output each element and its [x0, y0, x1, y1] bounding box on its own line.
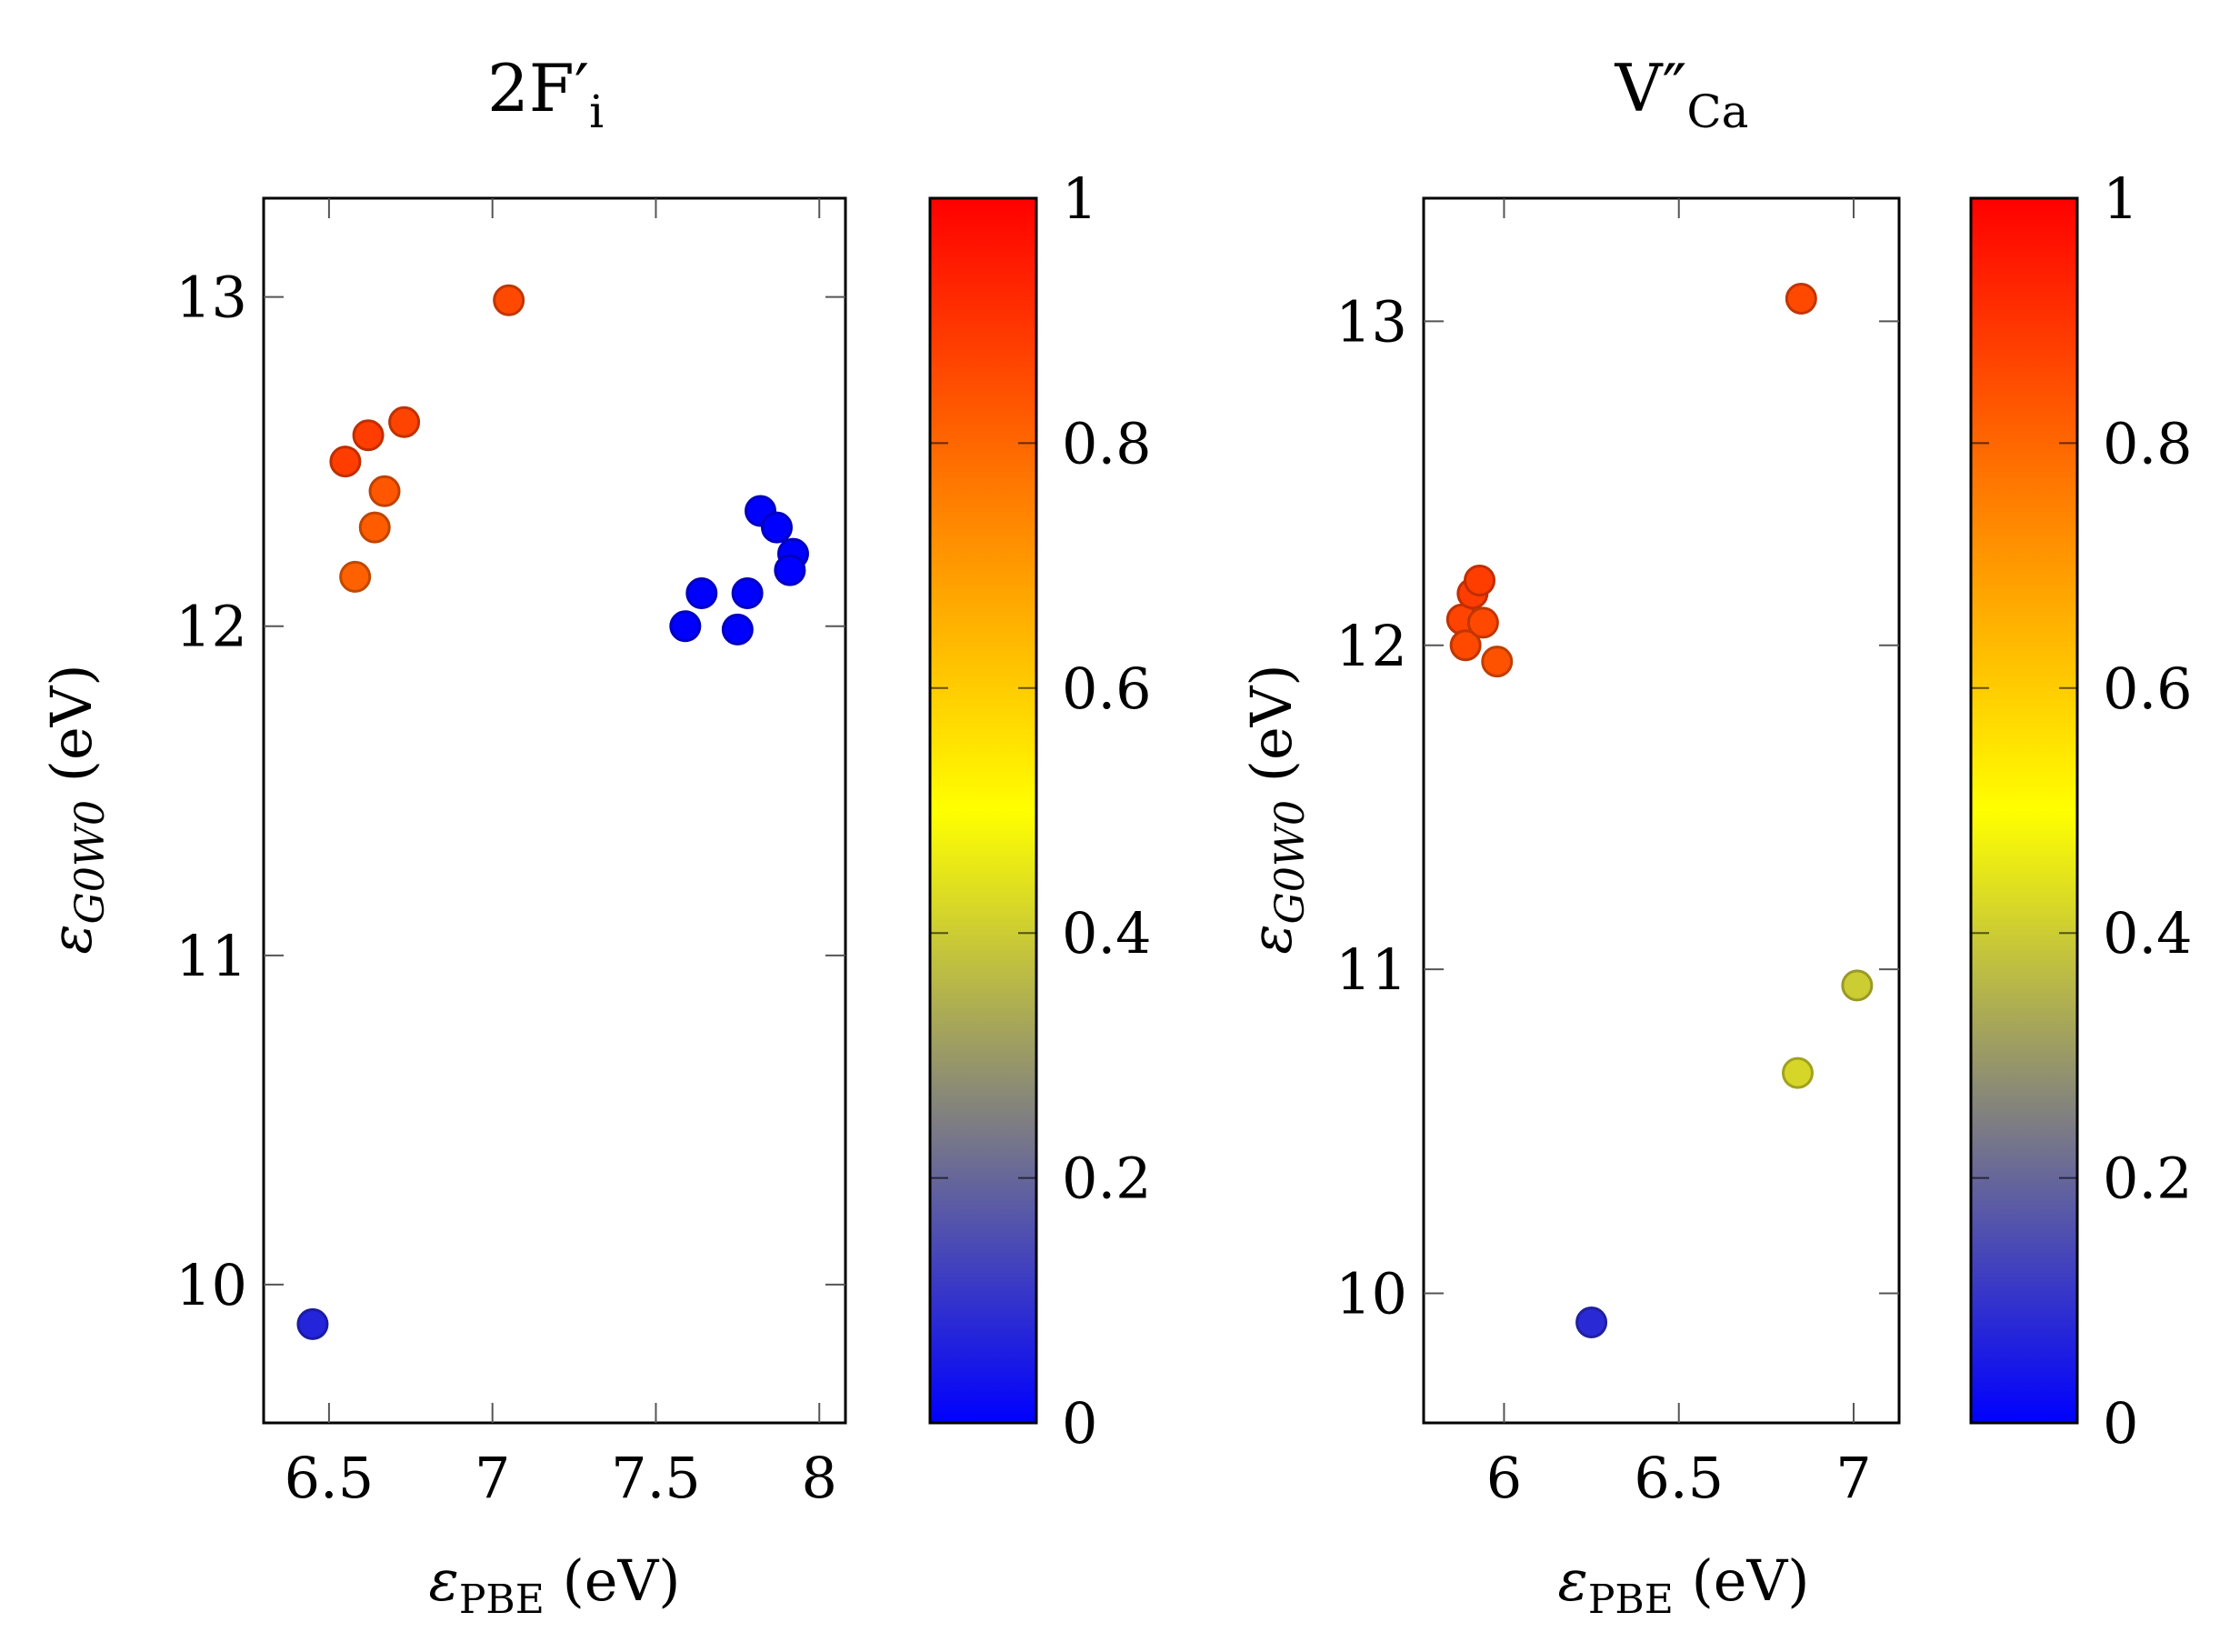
points-2 — [1445, 282, 1874, 1339]
y-tick-label: 12 — [175, 594, 247, 660]
y-tick-label: 11 — [1335, 936, 1407, 1003]
x-tick-label: 6.5 — [285, 1445, 375, 1511]
data-point — [685, 577, 718, 610]
data-point — [1449, 629, 1482, 662]
colorbar-ticks-1: 0 0.2 0.4 0.6 0.8 1 — [930, 165, 1152, 1457]
data-point — [774, 554, 806, 586]
data-point — [352, 419, 385, 452]
colorbar-tick-label: 0.6 — [1062, 656, 1152, 722]
plot-area-1: 6.5 7 7.5 8 10 11 12 13 — [175, 196, 847, 1511]
colorbar-1: 0 0.2 0.4 0.6 0.8 1 — [928, 165, 1152, 1457]
points-1 — [296, 284, 809, 1340]
plot-area-2: 6 6.5 7 10 11 12 13 — [1335, 196, 1901, 1511]
data-point — [329, 446, 362, 478]
colorbar-gradient-1 — [928, 196, 1038, 1425]
colorbar-gradient-2 — [1969, 196, 2079, 1425]
colorbar-tick-label: 0 — [2103, 1390, 2138, 1457]
y-tick-label: 12 — [1335, 613, 1407, 679]
colorbar-tick-label: 0.4 — [2103, 900, 2193, 966]
data-point — [1785, 282, 1817, 315]
plot-frame-1 — [262, 196, 847, 1425]
data-point — [388, 405, 421, 438]
data-point — [1841, 969, 1874, 1002]
x-tick-label: 7.5 — [611, 1445, 701, 1511]
ticks-1: 6.5 7 7.5 8 10 11 12 13 — [175, 198, 845, 1511]
plot-frame-2 — [1422, 196, 1901, 1425]
data-point — [731, 577, 764, 610]
data-point — [1481, 646, 1514, 678]
data-point — [669, 610, 702, 643]
data-point — [358, 511, 391, 544]
ticks-2: 6 6.5 7 10 11 12 13 — [1335, 198, 1899, 1511]
y-tick-label: 13 — [175, 265, 247, 331]
data-point — [1575, 1307, 1608, 1339]
x-tick-label: 7 — [1835, 1445, 1871, 1511]
data-point — [493, 284, 525, 316]
colorbar-ticks-2: 0 0.2 0.4 0.6 0.8 1 — [1971, 165, 2193, 1457]
x-tick-label: 8 — [802, 1445, 837, 1511]
colorbar-2: 0 0.2 0.4 0.6 0.8 1 — [1969, 165, 2193, 1457]
colorbar-tick-label: 0.8 — [2103, 410, 2193, 476]
y-tick-label: 11 — [175, 923, 247, 989]
data-point — [1464, 564, 1496, 596]
data-point — [1466, 606, 1499, 639]
x-tick-label: 6.5 — [1634, 1445, 1724, 1511]
x-axis-label-1: εPBE (eV) — [429, 1547, 681, 1623]
chart-title-1: 2F′i — [487, 50, 604, 138]
x-axis-label-2: εPBE (eV) — [1558, 1547, 1810, 1623]
colorbar-tick-label: 1 — [1062, 165, 1097, 232]
colorbar-tick-label: 1 — [2103, 165, 2138, 232]
colorbar-tick-label: 0.2 — [1062, 1146, 1152, 1212]
data-point — [339, 560, 372, 593]
data-point — [1781, 1056, 1814, 1089]
y-axis-label-2: εG0W0 (eV) — [1238, 664, 1314, 954]
chart-title-2: V″Ca — [1615, 50, 1749, 138]
y-tick-label: 10 — [175, 1252, 247, 1318]
data-point — [760, 511, 793, 544]
x-tick-label: 7 — [475, 1445, 510, 1511]
x-tick-label: 6 — [1486, 1445, 1522, 1511]
colorbar-tick-label: 0.4 — [1062, 900, 1152, 966]
colorbar-tick-label: 0.8 — [1062, 410, 1152, 476]
colorbar-tick-label: 0.6 — [2103, 656, 2193, 722]
data-point — [721, 613, 754, 646]
data-point — [296, 1307, 329, 1340]
data-point — [368, 475, 401, 507]
colorbar-tick-label: 0.2 — [2103, 1146, 2193, 1212]
colorbar-tick-label: 0 — [1062, 1390, 1097, 1457]
y-axis-label-1: εG0W0 (eV) — [38, 664, 114, 954]
y-tick-label: 10 — [1335, 1260, 1407, 1327]
y-tick-label: 13 — [1335, 288, 1407, 355]
